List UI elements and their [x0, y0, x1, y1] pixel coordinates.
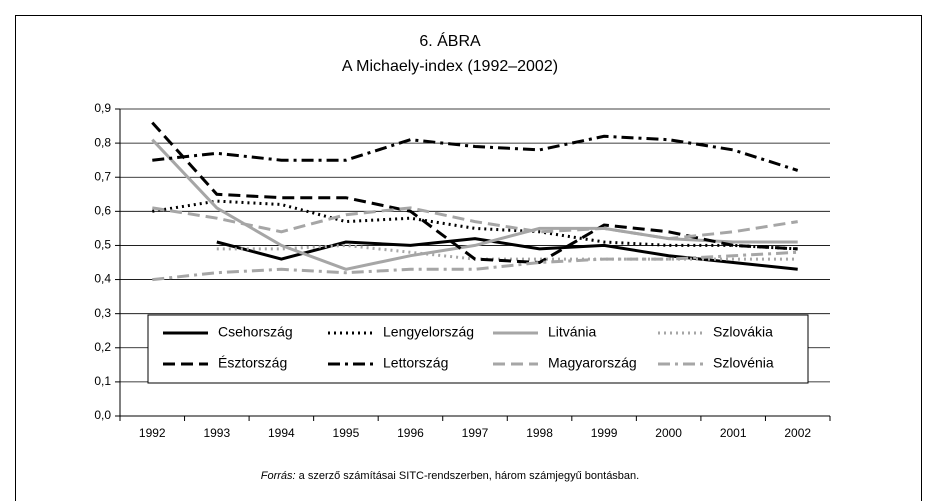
source-note: Forrás: a szerző számításai SITC-rendsze… [261, 470, 639, 482]
y-tick-label: 0,5 [94, 238, 111, 252]
x-tick-label: 1996 [397, 426, 424, 440]
x-tick-label: 1994 [268, 426, 295, 440]
legend-label: Litvánia [548, 324, 596, 340]
x-tick-label: 2001 [720, 426, 747, 440]
x-tick-label: 1999 [591, 426, 618, 440]
legend-label: Lettország [383, 355, 448, 371]
y-tick-label: 0,1 [94, 374, 111, 388]
series-line [152, 206, 798, 241]
x-tick-label: 1998 [526, 426, 553, 440]
y-tick-label: 0,9 [94, 101, 111, 115]
x-tick-label: 1995 [333, 426, 360, 440]
series-line [152, 134, 799, 172]
y-tick-label: 0,8 [94, 135, 111, 149]
y-tick-label: 0,3 [94, 306, 111, 320]
x-tick-label: 1993 [203, 426, 230, 440]
legend-label: Magyarország [548, 355, 637, 371]
y-tick-label: 0,2 [94, 340, 111, 354]
legend-label: Észtország [218, 355, 287, 371]
source-text: a szerző számításai SITC-rendszerben, há… [299, 470, 640, 482]
x-tick-label: 2000 [655, 426, 682, 440]
chart-title: 6. ÁBRA [419, 31, 481, 50]
series-line [216, 243, 798, 261]
legend-label: Csehország [218, 324, 293, 340]
x-tick-label: 1997 [462, 426, 489, 440]
legend-label: Szlovénia [713, 355, 774, 371]
series-line [151, 138, 798, 271]
y-tick-label: 0,4 [94, 272, 111, 286]
y-tick-label: 0,6 [94, 204, 111, 218]
x-tick-label: 2002 [784, 426, 811, 440]
source-label: Forrás: [261, 470, 296, 482]
x-tick-label: 1992 [139, 426, 166, 440]
legend-label: Lengyelország [383, 324, 474, 340]
series-line [216, 237, 798, 271]
legend-box [147, 314, 809, 384]
legend-label: Szlovákia [713, 324, 773, 340]
frame [15, 15, 922, 501]
series-line [152, 250, 798, 282]
series-line [152, 199, 798, 251]
chart-subtitle: A Michaely-index (1992–2002) [342, 58, 558, 75]
y-tick-label: 0,7 [94, 169, 111, 183]
y-tick-label: 0,0 [94, 408, 111, 422]
